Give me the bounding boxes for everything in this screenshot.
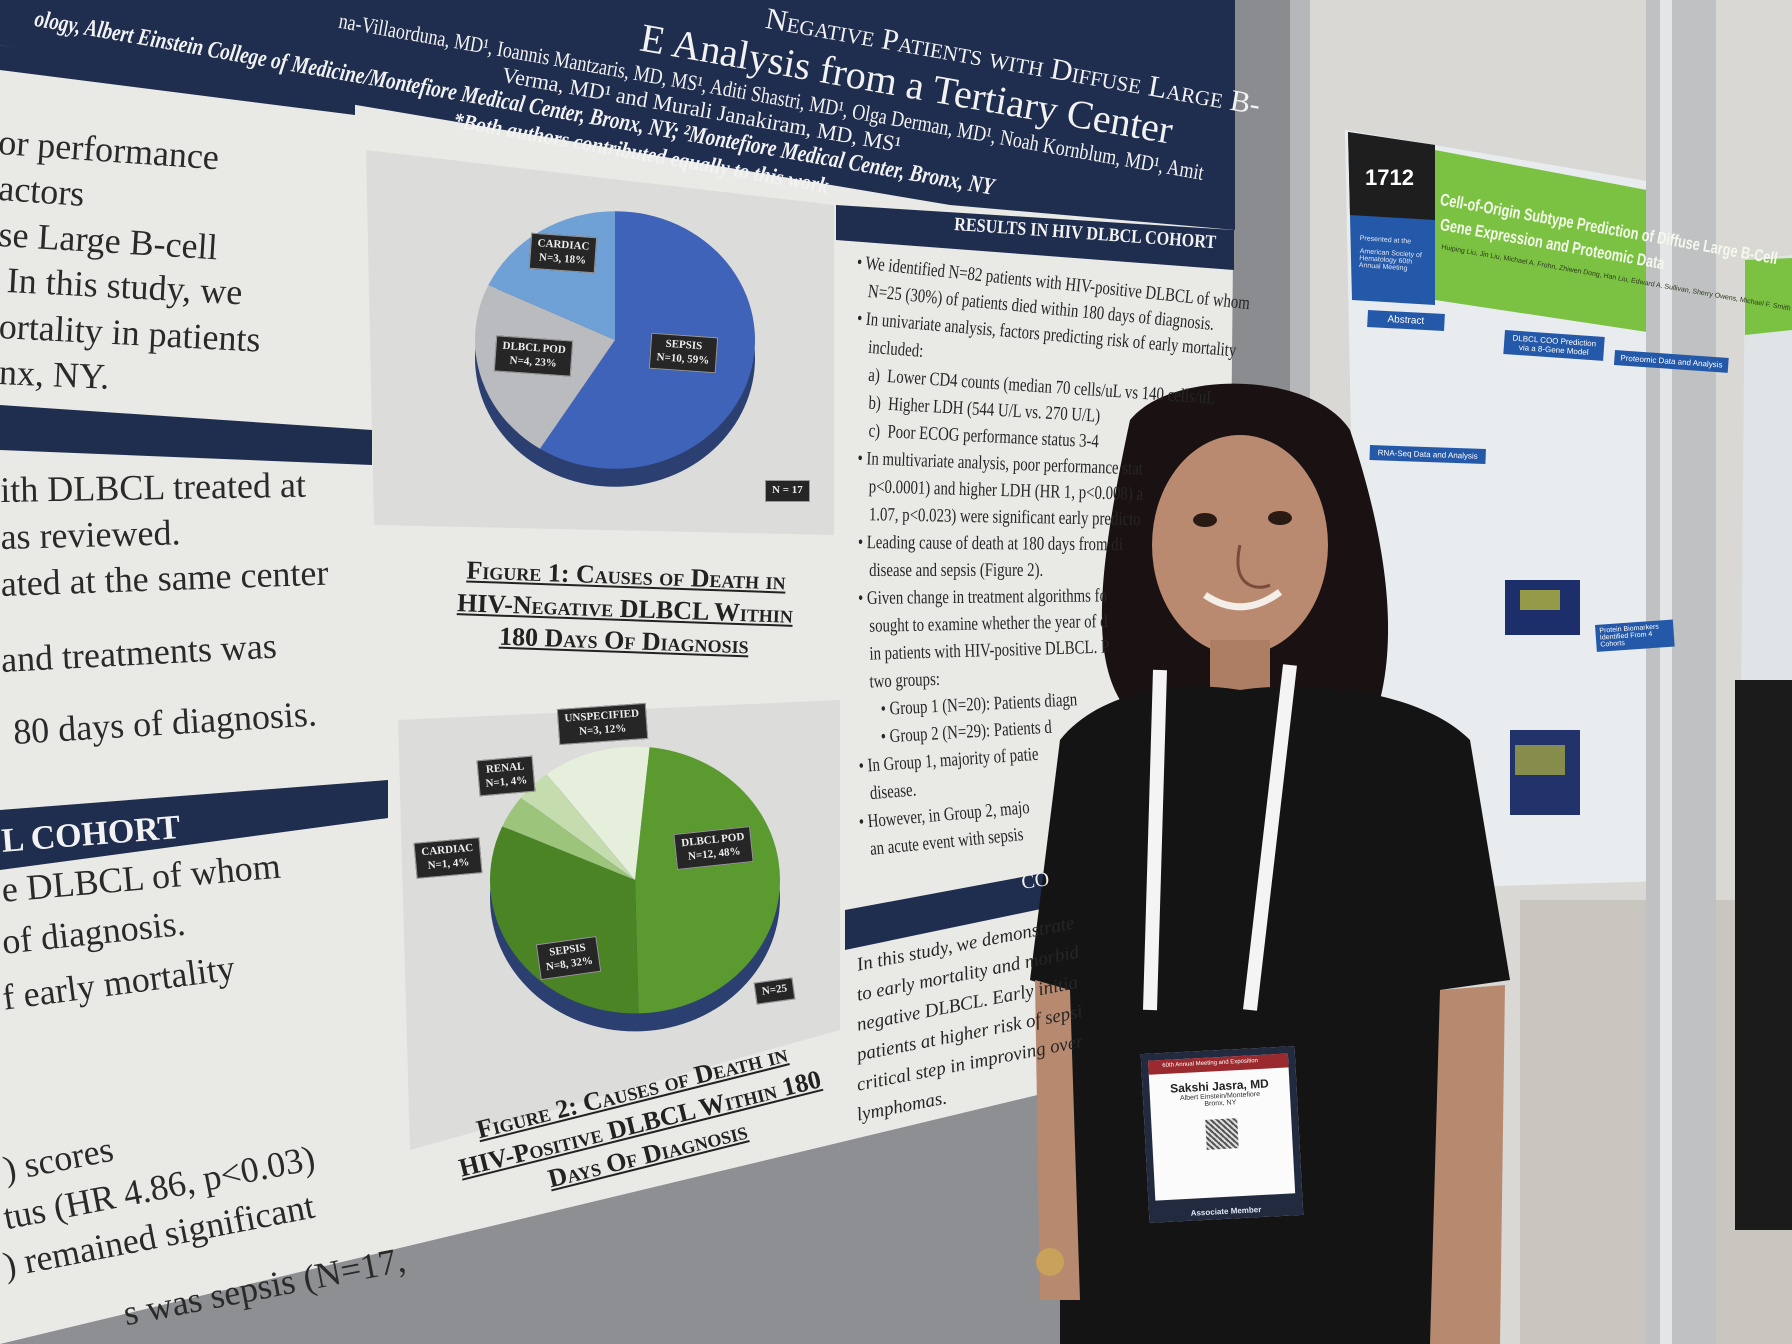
figure1-pie-chart xyxy=(475,211,755,487)
slice-detail: N=3, 18% xyxy=(538,251,587,267)
figure1-slice-label: SEPSIS N=10, 59% xyxy=(648,332,718,373)
left-column-line: as reviewed. xyxy=(0,512,181,557)
poster-header-band xyxy=(0,0,1235,230)
section-protein-biomarkers: Protein Biomarkers Identified From 4 Coh… xyxy=(1595,619,1675,652)
name-badge: 60th Annual Meeting and Exposition Saksh… xyxy=(1140,1046,1304,1223)
left-section-bar-1 xyxy=(0,45,355,115)
wristwatch xyxy=(1036,1248,1064,1276)
booth-pole xyxy=(1646,0,1716,1344)
left-arm xyxy=(1035,980,1080,1300)
smile xyxy=(1203,589,1283,611)
badge-qr-code xyxy=(1205,1118,1239,1150)
slice-detail: N=10, 59% xyxy=(656,350,710,367)
results-line: disease. xyxy=(858,779,918,805)
figure2-slice-label: CARDIAC N=1, 4% xyxy=(413,837,483,879)
camera-tripod xyxy=(1735,680,1792,1230)
figure2-slice xyxy=(489,826,639,1014)
figure2-slice-label: UNSPECIFIED N=3, 12% xyxy=(556,702,648,745)
left-section-bar-2 xyxy=(0,405,372,465)
results-line: • Given change in treatment algorithms f… xyxy=(858,585,1108,609)
results-header-bar xyxy=(836,205,1234,270)
figure2-slice xyxy=(635,747,781,1014)
figure1-slice xyxy=(539,211,755,469)
results-line: • Leading cause of death at 180 days fro… xyxy=(857,532,1123,556)
conclusion-heading: CO xyxy=(1020,868,1051,894)
right-poster-title-band xyxy=(1435,150,1700,340)
lanyard-right xyxy=(1243,664,1297,1011)
results-line: two groups: xyxy=(858,668,941,693)
badge-event: 60th Annual Meeting and Exposition xyxy=(1148,1053,1289,1075)
left-poster xyxy=(0,0,1235,1344)
figure1-slice-label: CARDIAC N=3, 18% xyxy=(528,232,598,273)
poster-number: 1712 xyxy=(1365,165,1414,190)
left-column-line: ith DLBCL treated at xyxy=(0,464,307,510)
slice-detail: N=1, 4% xyxy=(485,773,528,790)
left-section-bar-3 xyxy=(0,780,388,870)
left-column-line: nx, NY. xyxy=(0,352,111,397)
figure1-total: N = 17 xyxy=(765,480,810,502)
figure2-slice xyxy=(546,746,650,880)
lanyard-left xyxy=(1143,669,1167,1011)
figure2-slice-label: RENAL N=1, 4% xyxy=(476,755,536,796)
far-poster xyxy=(1740,255,1792,810)
figure1-slice-label: DLBCL POD N=4, 23% xyxy=(493,335,574,377)
left-column-line: actors xyxy=(0,168,86,214)
far-poster-band xyxy=(1745,258,1792,335)
figure2-slice xyxy=(502,797,635,880)
right-poster-number-block xyxy=(1348,132,1435,220)
figure2-slice xyxy=(520,774,635,880)
results-line: disease and sepsis (Figure 2). xyxy=(858,559,1044,581)
conclusion-header-bar xyxy=(845,870,1060,950)
right-arm xyxy=(1430,985,1505,1344)
figure1-caption: Figure 1: Causes of Death in HIV-Negativ… xyxy=(428,553,821,664)
